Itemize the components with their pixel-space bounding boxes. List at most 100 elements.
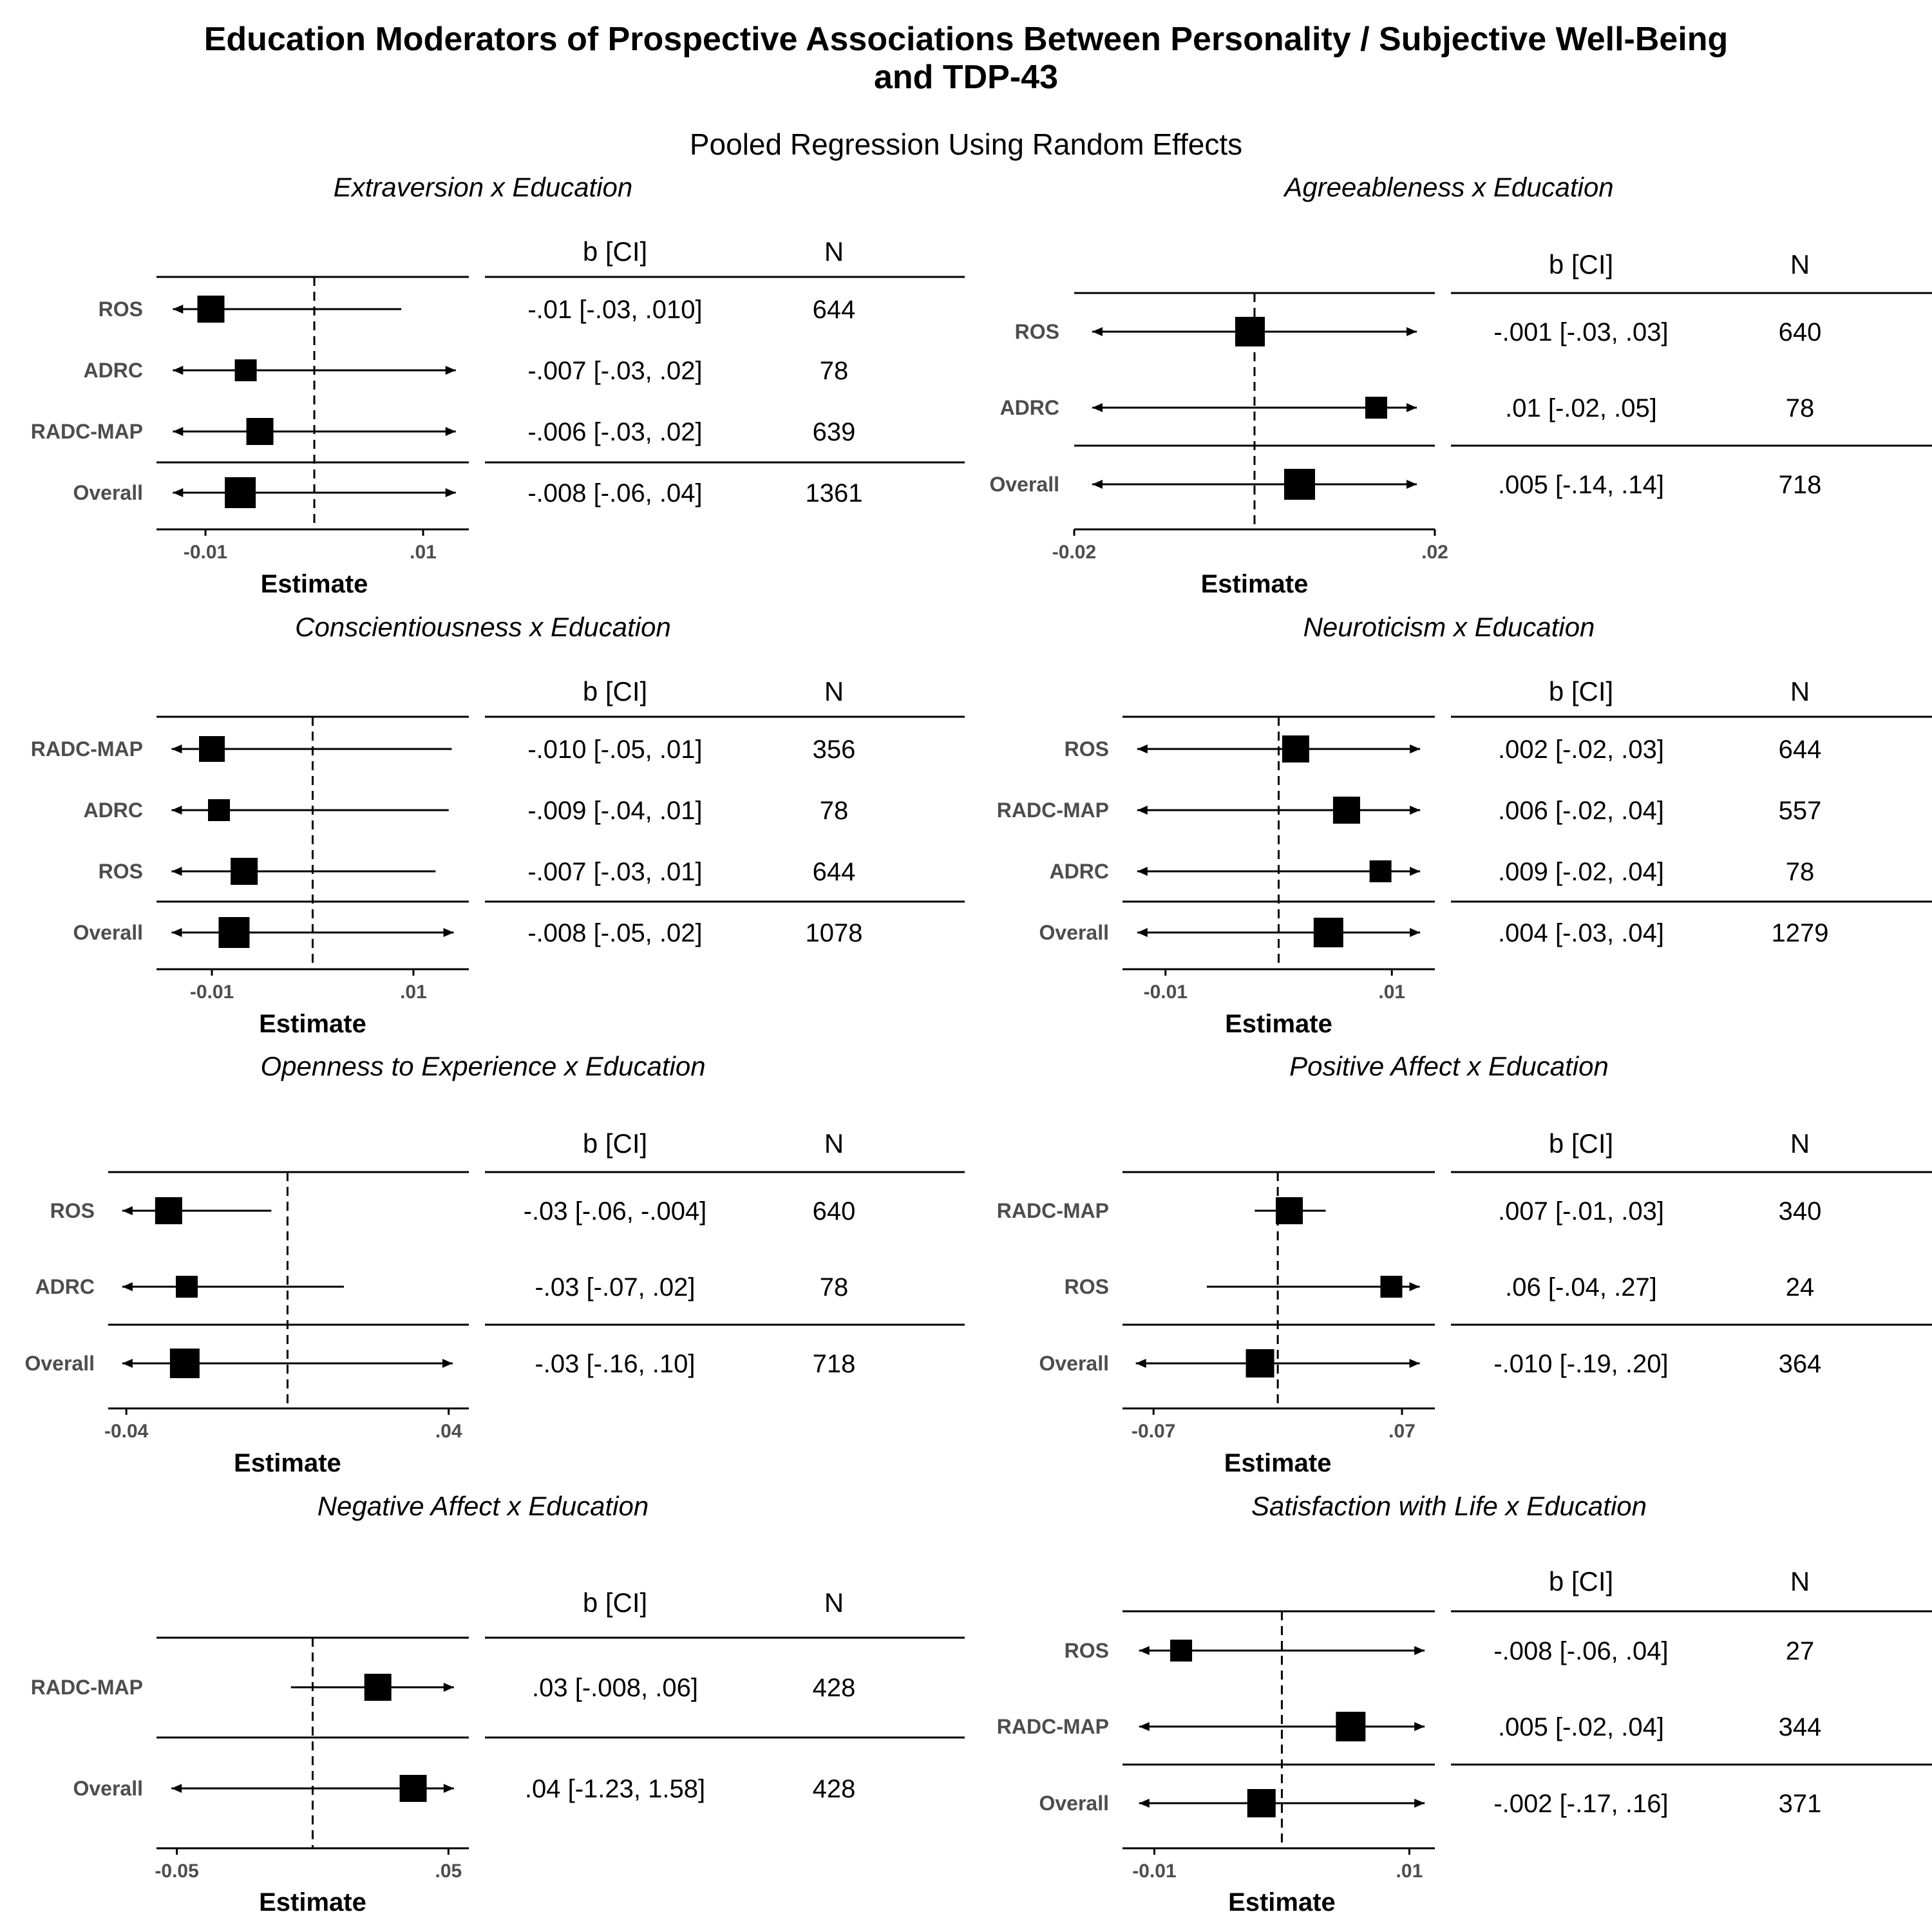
forest-panel: Negative Affect x Education b [CI] N -0.05.… [31,1491,965,1917]
estimate-ci-text: .004 [-.03, .04] [1498,919,1664,947]
study-label: RADC-MAP [997,1715,1109,1738]
x-tick-label: .05 [435,1861,462,1882]
estimate-ci-text: .007 [-.01, .03] [1498,1197,1664,1226]
sample-size-text: 718 [1779,471,1822,499]
estimate-ci-text: .01 [-.02, .05] [1505,394,1657,422]
sample-size-text: 644 [1779,735,1822,764]
sample-size-text: 644 [813,858,856,886]
estimate-ci-text: -.010 [-.19, .20] [1493,1350,1668,1378]
ci-arrow-left [171,867,182,876]
table-header-ci: b [CI] [1549,1128,1613,1159]
study-label: Overall [1039,921,1109,944]
table-header-n: N [824,1128,844,1159]
study-label: ROS [1065,737,1109,761]
x-axis-label: Estimate [1224,1449,1332,1477]
table-header-n: N [824,676,844,706]
study-label: Overall [73,921,143,944]
study-label: ADRC [84,359,143,382]
table-header-n: N [1790,249,1810,279]
ci-arrow-right [443,1683,454,1692]
study-label: ROS [99,860,143,883]
sample-size-text: 344 [1779,1713,1822,1741]
ci-arrow-left [173,488,184,497]
estimate-ci-text: .009 [-.02, .04] [1498,858,1664,886]
table-header-ci: b [CI] [1549,676,1613,706]
ci-arrow-right [1410,928,1421,937]
point-estimate-square [208,799,230,821]
forest-panel: Extraversion x Education b [CI] N -0.01 .01 E… [31,172,965,598]
sample-size-text: 340 [1779,1197,1822,1226]
panel-title: Neuroticism x Education [1303,612,1595,642]
ci-arrow-left [1139,1799,1150,1808]
estimate-ci-text: -.007 [-.03, .01] [527,858,702,886]
point-estimate-square [1380,1276,1403,1298]
x-axis-label: Estimate [259,1888,366,1917]
study-label: Overall [73,481,143,504]
study-label: ADRC [1000,396,1059,419]
sample-size-text: 371 [1779,1790,1822,1818]
ci-arrow-left [1135,1359,1146,1368]
point-estimate-square [1365,397,1387,419]
study-label: ADRC [84,799,143,822]
ci-arrow-left [1139,1646,1150,1655]
sample-size-text: 644 [813,296,856,324]
sample-size-text: 356 [813,735,856,764]
study-label: Overall [24,1352,95,1375]
study-label: RADC-MAP [997,799,1109,822]
ci-arrow-right [1414,1646,1425,1655]
ci-arrow-left [1092,480,1103,489]
study-label: ADRC [1050,860,1109,883]
point-estimate-square [176,1276,198,1298]
study-label: Overall [73,1777,143,1800]
point-estimate-square [1282,735,1309,762]
ci-arrow-left [1092,403,1103,412]
forest-panel: Satisfaction with Life x Education b [CI]… [997,1491,1932,1917]
point-estimate-square [197,296,225,323]
table-header-n: N [1790,1566,1810,1596]
ci-arrow-left [1137,867,1148,876]
ci-arrow-left [171,928,182,937]
ci-arrow-left [1139,1722,1150,1731]
ci-arrow-right [442,1359,453,1368]
study-label: ROS [1065,1275,1109,1298]
point-estimate-square [169,1349,200,1378]
table-header-n: N [1790,676,1810,706]
table-header-ci: b [CI] [583,1128,647,1159]
table-header-ci: b [CI] [583,1587,647,1618]
ci-arrow-right [443,928,454,937]
sample-size-text: 428 [813,1674,856,1702]
estimate-ci-text: .002 [-.02, .03] [1498,735,1664,764]
sample-size-text: 78 [820,1273,849,1302]
x-tick-label: -0.05 [155,1861,198,1882]
estimate-ci-text: -.03 [-.07, .02] [535,1273,695,1302]
study-label: ROS [50,1199,95,1222]
point-estimate-square [1170,1640,1193,1662]
ci-arrow-right [445,488,456,497]
ci-arrow-left [1137,744,1148,753]
x-tick-label: -0.04 [104,1421,149,1442]
forest-panel: Neuroticism x Education b [CI] N -0.01 .01 Es… [997,612,1932,1038]
point-estimate-square [364,1674,392,1701]
study-label: RADC-MAP [31,1676,143,1699]
study-label: Overall [1039,1792,1109,1815]
ci-arrow-left [1137,928,1148,937]
study-label: ROS [1065,1639,1109,1662]
x-tick-label: .01 [1396,1861,1423,1882]
estimate-ci-text: .005 [-.14, .14] [1498,471,1664,499]
point-estimate-square [1276,1197,1303,1224]
study-label: RADC-MAP [997,1199,1109,1222]
ci-arrow-right [1409,1359,1420,1368]
estimate-ci-text: .06 [-.04, .27] [1505,1273,1657,1302]
panel-title: Conscientiousness x Education [295,612,671,642]
x-tick-label: .01 [1378,981,1405,1003]
ci-arrow-left [122,1282,133,1291]
x-tick-label: .04 [435,1421,462,1442]
ci-arrow-right [1410,867,1421,876]
point-estimate-square [1336,1712,1366,1741]
estimate-ci-text: .03 [-.008, .06] [532,1674,698,1702]
estimate-ci-text: -.008 [-.06, .04] [527,479,702,507]
ci-arrow-right [1409,1282,1420,1291]
sample-size-text: 557 [1779,797,1822,825]
table-header-ci: b [CI] [1549,1566,1613,1596]
